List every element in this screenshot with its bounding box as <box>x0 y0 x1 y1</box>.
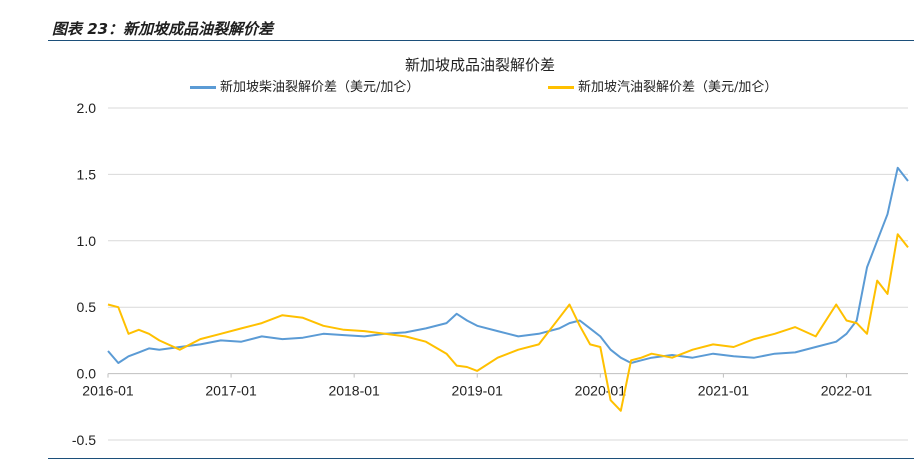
x-tick-label: 2017-01 <box>205 383 257 399</box>
x-tick-label: 2021-01 <box>698 383 750 399</box>
chart-legend: 新加坡柴油裂解价差（美元/加仑） 新加坡汽油裂解价差（美元/加仑） <box>0 76 914 96</box>
legend-item-gasoline: 新加坡汽油裂解价差（美元/加仑） <box>548 76 777 95</box>
legend-label-diesel: 新加坡柴油裂解价差（美元/加仑） <box>220 80 420 95</box>
x-tick-label: 2018-01 <box>328 383 380 399</box>
x-tick-label: 2016-01 <box>82 383 134 399</box>
x-tick-label: 2020-01 <box>575 383 627 399</box>
y-tick-label: 0.5 <box>77 299 97 315</box>
chart-title: 新加坡成品油裂解价差 <box>404 56 555 74</box>
y-tick-label: 2.0 <box>77 100 97 116</box>
legend-swatch-diesel <box>190 86 216 89</box>
figure-header: 图表 23：新加坡成品油裂解价差 <box>0 0 914 38</box>
legend-label-gasoline: 新加坡汽油裂解价差（美元/加仑） <box>578 80 778 95</box>
y-tick-label: 1.0 <box>77 233 97 249</box>
x-tick-label: 2022-01 <box>821 383 873 399</box>
x-tick-label: 2019-01 <box>452 383 504 399</box>
series-line-diesel <box>107 166 909 364</box>
footer-rule <box>48 458 914 459</box>
series-line-gasoline <box>107 233 909 412</box>
y-tick-label: -0.5 <box>72 432 96 448</box>
header-rule <box>48 40 914 41</box>
y-tick-label: 1.5 <box>77 166 97 182</box>
legend-swatch-gasoline <box>548 86 574 89</box>
figure-caption: 图表 23：新加坡成品油裂解价差 <box>52 20 274 38</box>
y-tick-label: 0.0 <box>77 366 97 382</box>
legend-item-diesel: 新加坡柴油裂解价差（美元/加仑） <box>190 76 419 95</box>
